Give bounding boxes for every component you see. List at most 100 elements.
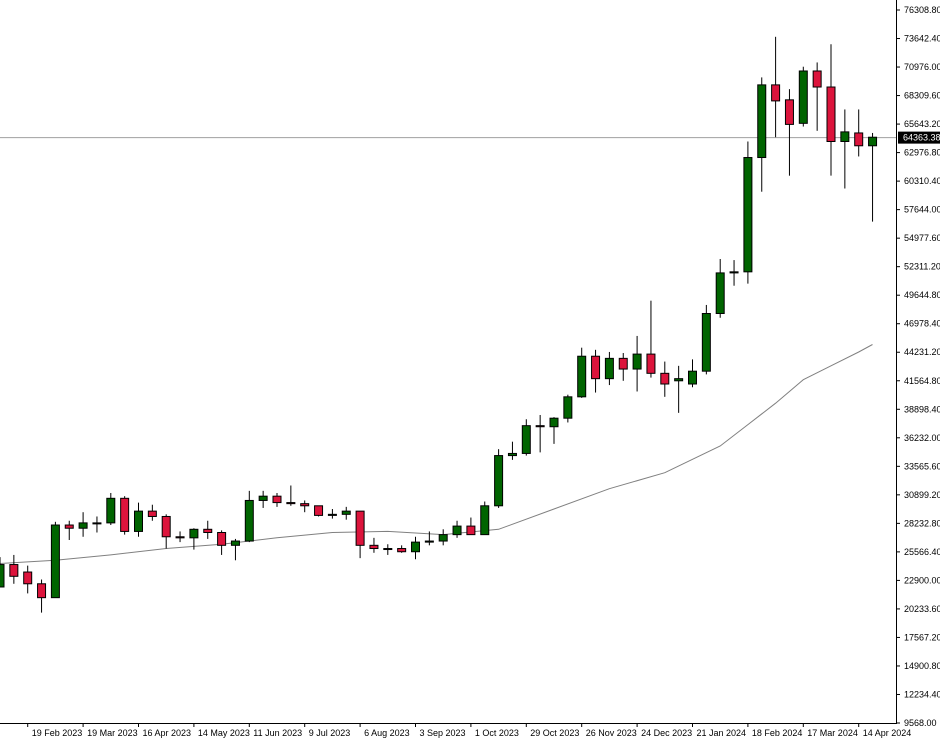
y-tick-label: 14900.80 — [904, 661, 940, 671]
candle-up — [577, 347, 587, 398]
x-tick-label: 14 May 2023 — [198, 728, 250, 738]
candle-up — [507, 441, 517, 460]
y-tick-label: 38898.40 — [904, 404, 940, 414]
candle-body — [535, 425, 545, 428]
y-tick-label: 12234.40 — [904, 689, 940, 699]
candle-up — [868, 132, 878, 222]
candle-body — [563, 396, 573, 419]
candle-body — [397, 548, 407, 553]
candle-body — [300, 503, 310, 507]
candle-body — [660, 372, 670, 385]
candle-up — [452, 520, 462, 538]
candle-up — [604, 351, 614, 386]
y-tick-label: 68309.60 — [904, 91, 940, 101]
candle-body — [784, 99, 794, 125]
candle-body — [507, 452, 517, 457]
x-axis-ticks: 19 Feb 2023 19 Mar 2023 16 Apr 2023 14 May … — [27, 723, 912, 738]
candle-up — [78, 512, 88, 537]
candle-body — [826, 86, 836, 142]
y-tick-label: 52311.20 — [904, 262, 940, 272]
candle-body — [452, 525, 462, 536]
candle-down — [286, 485, 296, 506]
candle-body — [64, 524, 74, 529]
candle-body — [854, 132, 864, 147]
current-price-tag-bg — [898, 131, 940, 144]
candle-body — [175, 536, 185, 539]
y-tick-label: 54977.60 — [904, 233, 940, 243]
candle-up — [480, 501, 490, 536]
candle-up — [438, 529, 448, 546]
candle-body — [327, 513, 337, 516]
y-tick-label: 30899.20 — [904, 490, 940, 500]
candle-body — [120, 497, 130, 532]
candle-body — [480, 505, 490, 536]
candle-body — [688, 370, 697, 385]
candle-body — [466, 525, 476, 536]
candle-down — [771, 36, 781, 138]
candle-body — [632, 353, 642, 370]
candle-body — [341, 510, 351, 515]
candle-up — [230, 538, 240, 561]
y-tick-label: 60310.40 — [904, 176, 940, 186]
candle-body — [272, 495, 282, 504]
y-tick-label: 65643.20 — [904, 119, 940, 129]
candle-down — [618, 353, 628, 381]
candle-up — [840, 109, 850, 189]
candle-down — [37, 579, 47, 613]
candle-body — [92, 522, 102, 525]
y-tick-label: 49644.80 — [904, 290, 940, 300]
moving-average-line — [0, 344, 873, 564]
candle-body — [424, 540, 434, 543]
candle-up — [549, 417, 559, 444]
candles-layer — [0, 36, 878, 613]
x-tick-label: 29 Oct 2023 — [530, 728, 579, 738]
candle-body — [217, 531, 227, 546]
x-tick-label: 24 Dec 2023 — [641, 728, 692, 738]
candle-body — [701, 312, 711, 372]
candle-down — [535, 414, 545, 453]
candle-body — [314, 505, 324, 516]
candle-body — [106, 497, 116, 524]
y-axis-ticks: 76308.80 73642.40 70976.00 68309.60 65643.20… — [896, 5, 940, 728]
x-tick-label: 9 Jul 2023 — [309, 728, 351, 738]
candle-body — [78, 522, 88, 529]
candle-down — [217, 530, 227, 555]
y-tick-label: 17567.20 — [904, 632, 940, 642]
candle-up — [383, 544, 393, 555]
y-tick-label: 9568.00 — [904, 718, 937, 728]
y-tick-label: 20233.60 — [904, 604, 940, 614]
current-price-tag: 64363.38 — [898, 131, 940, 144]
candle-up — [521, 419, 531, 456]
candle-down — [369, 537, 379, 553]
candle-down — [64, 520, 74, 540]
candle-body — [23, 571, 33, 585]
candle-up — [106, 492, 116, 526]
candle-body — [868, 136, 878, 147]
candle-up — [92, 516, 102, 533]
candle-up — [50, 521, 60, 599]
y-tick-label: 33565.60 — [904, 461, 940, 471]
candle-body — [494, 455, 504, 507]
candle-body — [812, 70, 822, 88]
candle-body — [438, 534, 448, 542]
candle-down — [272, 492, 282, 507]
candle-up — [494, 449, 504, 508]
candle-up — [743, 141, 753, 284]
candle-body — [286, 502, 296, 505]
candle-body — [646, 353, 656, 374]
candle-up — [189, 528, 199, 550]
x-tick-label: 14 Apr 2024 — [863, 728, 912, 738]
candle-up — [134, 502, 143, 537]
candle-down — [660, 361, 670, 397]
y-tick-label: 36232.00 — [904, 433, 940, 443]
candle-down — [812, 62, 822, 131]
candle-body — [549, 417, 559, 428]
candle-up — [424, 531, 434, 546]
candle-up — [327, 508, 337, 519]
candle-up — [688, 359, 697, 388]
y-tick-label: 73642.40 — [904, 34, 940, 44]
y-tick-label: 46978.40 — [904, 319, 940, 329]
candle-body — [618, 357, 628, 370]
y-tick-label: 44231.20 — [904, 347, 940, 357]
candle-up — [258, 490, 268, 508]
